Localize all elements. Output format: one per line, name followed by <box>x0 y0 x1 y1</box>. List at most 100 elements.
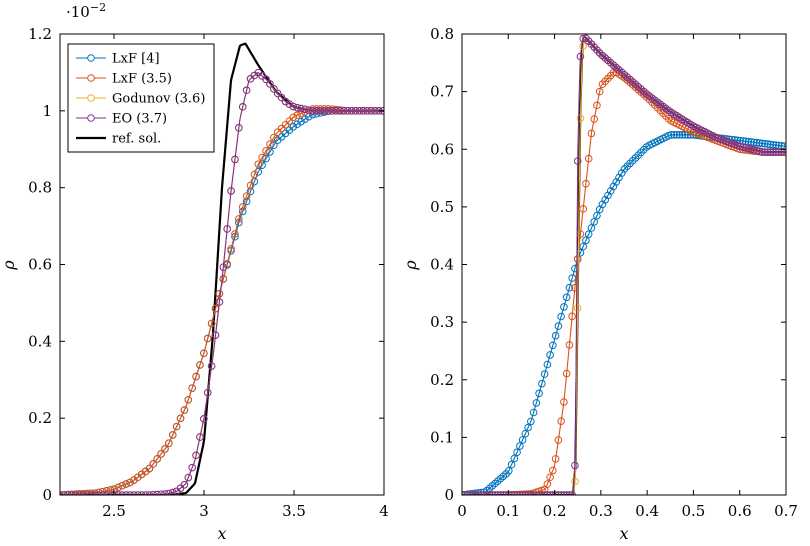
right-point-eo <box>736 142 744 151</box>
left-point-eo <box>328 107 336 115</box>
left-point-eo <box>184 473 193 482</box>
right-point-eo <box>551 491 560 495</box>
left-point-eo <box>343 107 352 115</box>
right-point-godunov <box>571 477 579 486</box>
right-point-lxf35 <box>579 205 587 213</box>
right-point-lxf4 <box>670 131 678 139</box>
left-point-eo <box>219 263 228 271</box>
right-point-lxf4 <box>540 370 549 378</box>
left-point-eo <box>231 155 239 164</box>
right-point-eo <box>755 147 764 156</box>
right-point-eo <box>565 491 574 495</box>
right-point-lxf4 <box>750 138 758 147</box>
left-point-eo <box>203 388 212 397</box>
left-point-eo <box>95 491 103 495</box>
left-point-eo <box>118 491 127 495</box>
left-point-eo <box>98 491 107 495</box>
left-y-tick-label: 1 <box>42 102 52 120</box>
left-point-eo <box>165 489 173 495</box>
legend-label: ref. sol. <box>112 132 161 147</box>
left-point-eo <box>126 491 134 495</box>
right-point-lxf4 <box>637 148 645 157</box>
right-point-eo <box>750 146 758 154</box>
right-point-lxf4 <box>755 139 764 147</box>
left-point-lxf35 <box>219 274 228 283</box>
right-point-lxf35 <box>551 455 560 463</box>
left-point-lxf35 <box>95 488 103 495</box>
right-point-eo <box>527 491 535 495</box>
right-point-eo <box>488 491 497 495</box>
right-point-eo <box>463 491 472 495</box>
left-point-eo <box>277 93 286 102</box>
left-point-lxf35 <box>126 478 134 487</box>
right-point-lxf4 <box>507 460 516 469</box>
left-point-lxf35 <box>308 105 317 113</box>
right-x-tick-label: 0.1 <box>496 502 520 520</box>
left-x-tick-label: 3 <box>199 502 209 520</box>
left-point-lxf35 <box>203 334 212 343</box>
left-point-lxf35 <box>258 153 266 162</box>
left-point-eo <box>157 490 165 495</box>
right-point-lxf4 <box>557 312 565 321</box>
left-point-eo <box>371 107 379 115</box>
left-point-eo <box>273 89 282 98</box>
right-point-lxf4 <box>766 140 775 149</box>
left-point-lxf35 <box>235 215 243 223</box>
right-point-godunov <box>573 304 582 313</box>
left-point-lxf35 <box>165 439 173 448</box>
left-point-lxf35 <box>207 319 216 328</box>
left-x-tick-label: 3.5 <box>282 502 306 520</box>
right-point-eo <box>513 491 521 495</box>
left-point-eo <box>285 100 294 108</box>
right-point-eo <box>772 148 780 156</box>
left-point-eo <box>71 491 80 495</box>
left-point-eo <box>188 463 196 472</box>
right-point-lxf4 <box>761 139 769 148</box>
right-y-tick-label: 0.2 <box>430 371 454 389</box>
right-point-lxf4 <box>623 162 632 170</box>
left-point-lxf35 <box>106 486 115 494</box>
right-point-eo <box>595 49 604 57</box>
right-point-eo <box>549 491 557 495</box>
left-point-eo <box>130 491 138 495</box>
left-point-eo <box>91 491 99 495</box>
left-point-eo <box>242 86 251 95</box>
right-point-eo <box>471 491 480 495</box>
left-point-eo <box>215 298 224 306</box>
right-point-lxf35 <box>565 341 574 349</box>
left-point-lxf35 <box>297 109 305 118</box>
right-point-eo <box>766 148 775 156</box>
right-point-eo <box>529 491 538 495</box>
left-point-lxf35 <box>153 455 161 463</box>
left-point-eo <box>79 491 88 495</box>
left-point-eo <box>316 107 325 115</box>
right-x-tick-label: 0 <box>457 502 467 520</box>
left-x-axis-label: x <box>217 524 226 543</box>
left-point-eo <box>266 80 274 88</box>
left-point-eo <box>207 362 216 370</box>
right-point-lxf4 <box>532 399 541 407</box>
legend-label: LxF [4] <box>112 52 160 67</box>
right-y-tick-label: 0.7 <box>430 83 454 101</box>
left-point-eo <box>168 488 177 495</box>
left-point-lxf35 <box>312 105 321 113</box>
left-point-eo <box>60 491 68 495</box>
legend-label: EO (3.7) <box>112 112 167 127</box>
left-point-lxf35 <box>176 414 185 423</box>
right-point-eo <box>521 491 530 495</box>
right-point-eo <box>543 491 552 495</box>
left-point-lxf35 <box>293 111 301 120</box>
right-point-lxf4 <box>518 436 527 444</box>
right-point-lxf4 <box>579 242 587 251</box>
left-y-tick-label: 1.2 <box>28 25 52 43</box>
left-point-lxf35 <box>324 105 333 113</box>
right-point-lxf4 <box>752 138 761 147</box>
left-series-line-lxf35 <box>60 108 384 495</box>
right-point-eo <box>510 491 519 495</box>
left-x-tick-label: 4 <box>379 502 389 520</box>
left-point-eo <box>363 107 371 115</box>
right-point-lxf4 <box>678 131 687 139</box>
right-series-line-lxf4 <box>462 134 786 495</box>
left-point-eo <box>133 491 142 495</box>
left-point-eo <box>161 490 169 495</box>
